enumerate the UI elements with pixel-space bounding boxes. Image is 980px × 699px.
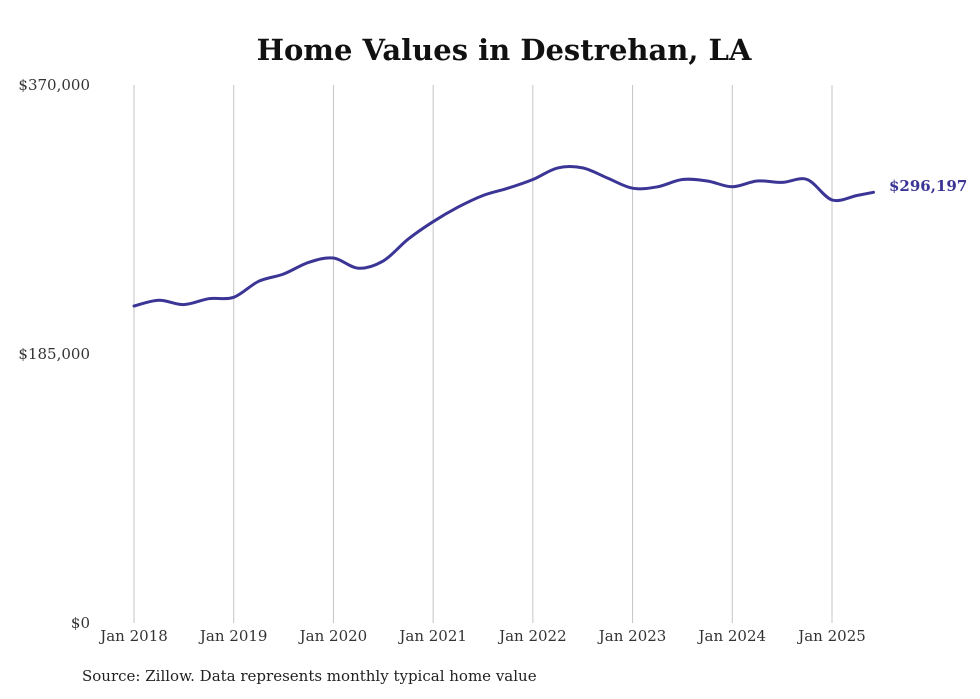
x-tick-label: Jan 2023 — [597, 627, 667, 645]
x-tick-label: Jan 2021 — [397, 627, 467, 645]
x-tick-label: Jan 2019 — [198, 627, 268, 645]
home-value-line — [132, 165, 875, 308]
chart-title: Home Values in Destrehan, LA — [257, 33, 752, 67]
gridlines — [133, 85, 833, 623]
y-tick-label: $370,000 — [18, 76, 90, 94]
y-tick-label: $0 — [71, 614, 90, 632]
x-tick-label: Jan 2025 — [796, 627, 866, 645]
x-tick-label: Jan 2022 — [497, 627, 567, 645]
x-tick-label: Jan 2024 — [697, 627, 767, 645]
source-note: Source: Zillow. Data represents monthly … — [82, 667, 537, 685]
x-tick-label: Jan 2020 — [298, 627, 368, 645]
end-value-label: $296,197 — [889, 177, 967, 195]
y-tick-label: $185,000 — [18, 345, 90, 363]
x-axis-ticks: Jan 2018 Jan 2019 Jan 2020 Jan 2021 Jan 2022… — [98, 627, 866, 645]
series-group — [132, 165, 875, 308]
y-axis-ticks: $0 $185,000 $370,000 — [18, 76, 90, 632]
line-chart: Home Values in Destrehan, LA $0$185,000$… — [18, 33, 967, 645]
x-tick-label: Jan 2018 — [98, 627, 168, 645]
